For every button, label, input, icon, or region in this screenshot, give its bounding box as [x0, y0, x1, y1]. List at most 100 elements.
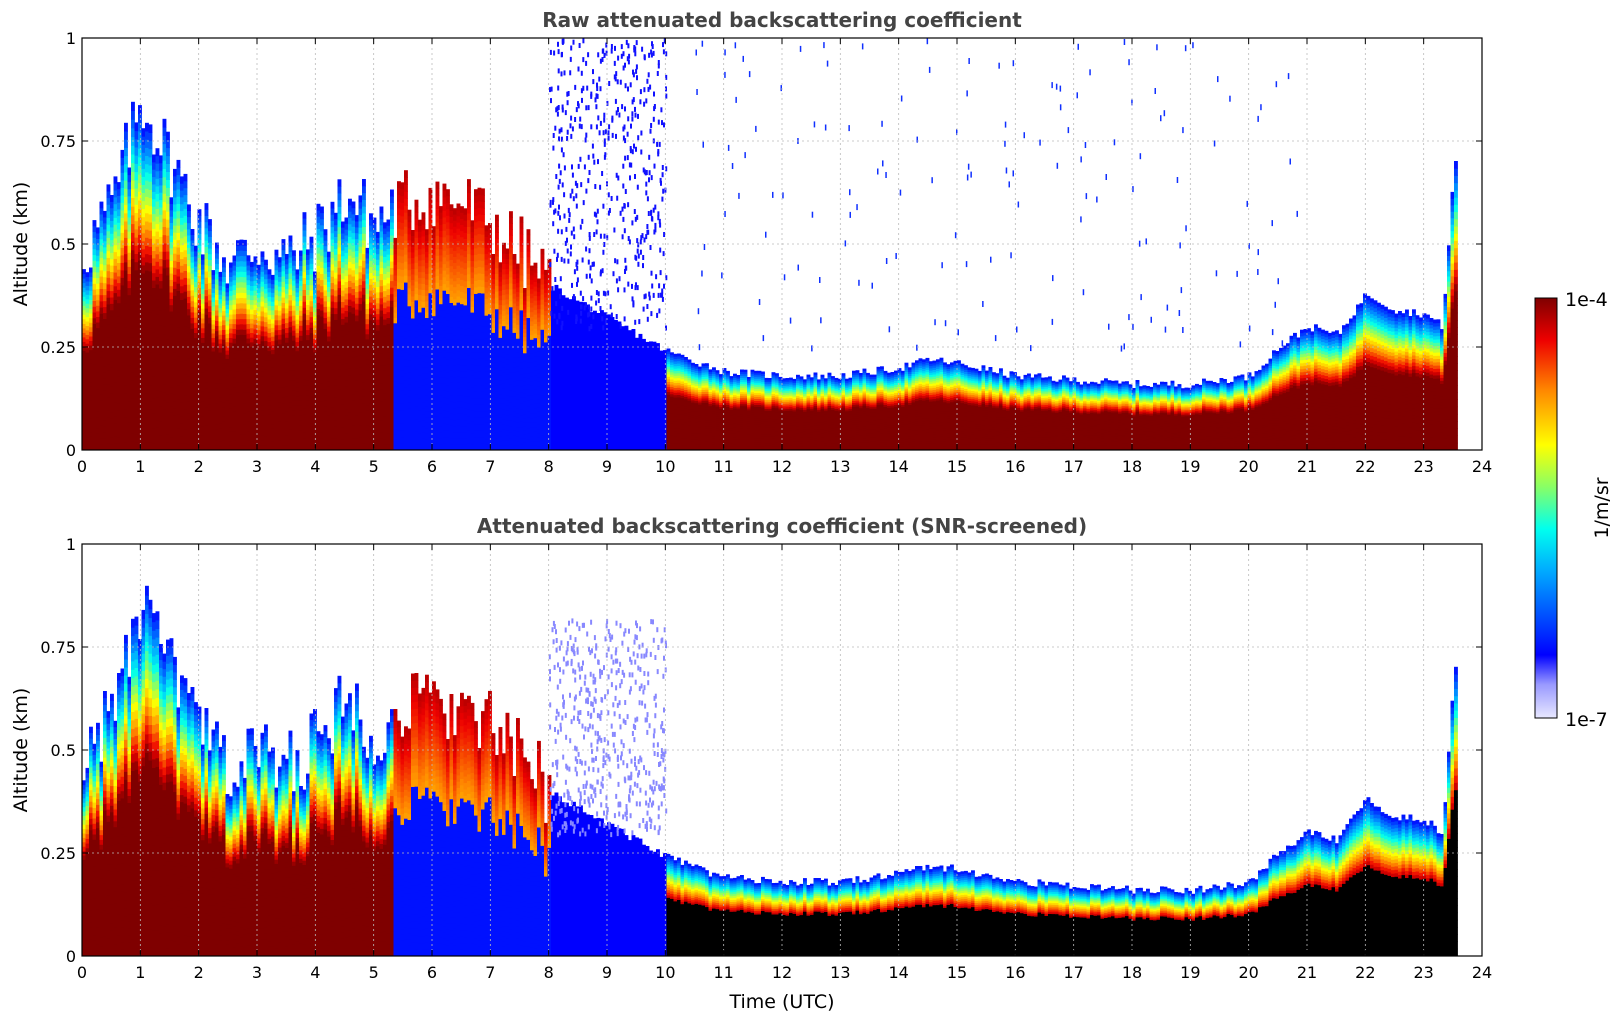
heatmap-cell: [183, 394, 188, 403]
heatmap-cell: [488, 279, 492, 286]
heatmap-cell: [232, 406, 237, 412]
heatmap-cell: [383, 222, 387, 229]
heatmap-cell: [484, 225, 489, 232]
heatmap-cell: [246, 318, 251, 324]
heatmap-cell: [358, 297, 363, 305]
heatmap-cell: [267, 328, 272, 333]
heatmap-cell: [117, 383, 121, 391]
heatmap-cell: [229, 379, 233, 385]
heatmap-cell: [131, 197, 135, 207]
heatmap-cell: [418, 242, 422, 250]
heatmap-cell: [225, 312, 230, 318]
heatmap-cell: [257, 408, 261, 414]
heatmap-cell: [218, 414, 223, 420]
heatmap-cell: [397, 261, 401, 269]
heatmap-cell: [159, 162, 163, 171]
heatmap-cell: [236, 266, 240, 273]
heatmap-cell: [463, 335, 468, 342]
heatmap-cell: [505, 293, 510, 300]
heatmap-cell: [463, 407, 468, 415]
heatmap-cell: [225, 341, 230, 347]
heatmap-cell: [141, 305, 146, 314]
heatmap-cell: [82, 436, 86, 442]
heatmap-cell: [159, 317, 163, 326]
heatmap-cell: [421, 396, 426, 403]
heatmap-cell: [484, 348, 489, 355]
heatmap-cell: [376, 444, 380, 450]
heatmap-cell: [516, 445, 520, 450]
heatmap-cell: [222, 315, 226, 321]
heatmap-cell: [435, 423, 440, 431]
heatmap-cell: [337, 247, 342, 255]
heatmap-cell: [295, 328, 300, 334]
heatmap-cell: [323, 427, 328, 434]
heatmap-cell: [243, 260, 247, 267]
heatmap-cell: [439, 309, 443, 317]
heatmap-cell: [222, 425, 226, 432]
heatmap-cell: [187, 407, 191, 414]
heatmap-cell: [99, 232, 104, 240]
heatmap-cell: [299, 445, 303, 450]
heatmap-cell: [260, 271, 265, 277]
heatmap-cell: [439, 273, 443, 280]
heatmap-cell: [491, 366, 496, 373]
heatmap-cell: [344, 415, 349, 422]
heatmap-cell: [365, 444, 370, 450]
heatmap-cell: [414, 356, 419, 363]
heatmap-cell: [449, 321, 454, 328]
heatmap-cell: [495, 232, 499, 239]
heatmap-cell: [292, 315, 296, 321]
heatmap-cell: [372, 339, 377, 346]
heatmap-cell: [348, 380, 352, 388]
heatmap-cell: [495, 297, 499, 304]
heatmap-cell: [260, 355, 265, 362]
heatmap-cell: [96, 244, 100, 251]
heatmap-cell: [166, 418, 170, 427]
heatmap-cell: [418, 288, 422, 296]
heatmap-cell: [470, 231, 475, 238]
heatmap-cell: [180, 258, 184, 266]
heatmap-cell: [183, 194, 188, 202]
heatmap-cell: [208, 340, 212, 347]
heatmap-cell: [204, 277, 209, 284]
heatmap-cell: [257, 343, 261, 349]
heatmap-cell: [246, 323, 251, 329]
heatmap-cell: [260, 445, 265, 450]
heatmap-cell: [397, 295, 401, 303]
heatmap-cell: [159, 346, 163, 355]
heatmap-cell: [334, 266, 338, 273]
heatmap-cell: [362, 287, 366, 295]
heatmap-cell: [225, 391, 230, 397]
heatmap-cell: [302, 384, 307, 391]
heatmap-cell: [166, 259, 170, 268]
heatmap-cell: [432, 354, 436, 361]
heatmap-cell: [204, 264, 209, 272]
heatmap-cell: [330, 282, 335, 290]
heatmap-cell: [246, 265, 251, 271]
heatmap-cell: [194, 281, 198, 287]
heatmap-cell: [222, 421, 226, 427]
heatmap-cell: [204, 252, 209, 260]
heatmap-cell: [232, 362, 237, 368]
heatmap-cell: [176, 392, 181, 400]
heatmap-cell: [369, 426, 373, 433]
heatmap-cell: [148, 376, 153, 386]
heatmap-cell: [456, 228, 461, 235]
heatmap-cell: [355, 226, 359, 234]
heatmap-cell: [344, 438, 349, 445]
heatmap-cell: [201, 303, 205, 309]
heatmap-cell: [393, 370, 398, 377]
heatmap-cell: [274, 415, 279, 421]
heatmap-cell: [418, 352, 422, 359]
heatmap-cell: [302, 307, 307, 314]
heatmap-cell: [159, 324, 163, 333]
heatmap-cell: [320, 346, 324, 354]
heatmap-cell: [330, 388, 335, 395]
heatmap-cell: [208, 421, 212, 428]
heatmap-cell: [474, 228, 478, 236]
heatmap-cell: [369, 331, 373, 339]
heatmap-cell: [183, 387, 188, 396]
heatmap-cell: [285, 386, 289, 392]
heatmap-cell: [152, 427, 156, 436]
heatmap-cell: [117, 229, 121, 237]
